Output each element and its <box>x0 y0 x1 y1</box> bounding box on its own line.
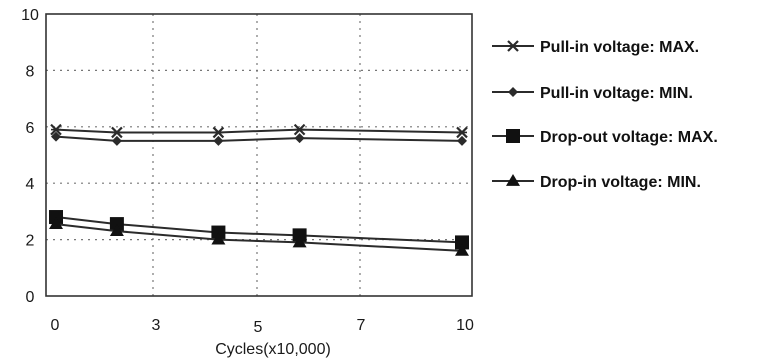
data-point <box>109 217 124 232</box>
y-tick-label: 2 <box>26 233 35 250</box>
series-layer <box>49 123 469 256</box>
y-tick-label: 8 <box>26 63 35 80</box>
data-point <box>49 210 63 225</box>
legend-item-3: Drop-out voltage: MAX. <box>492 129 718 146</box>
x-axis-label: Cycles(x10,000) <box>215 341 331 358</box>
data-point <box>292 235 307 248</box>
data-point <box>49 217 63 229</box>
data-point <box>211 225 226 240</box>
series-3 <box>49 210 469 250</box>
data-point <box>50 123 62 136</box>
legend: Pull-in voltage: MAX. Pull-in voltage: MI… <box>492 39 718 191</box>
y-tick-labels: 0 2 4 6 8 10 <box>21 7 39 306</box>
grid <box>46 14 472 296</box>
x-tick-label: 3 <box>152 317 161 334</box>
series-2 <box>51 131 467 146</box>
data-point <box>213 135 224 146</box>
legend-marker <box>508 87 518 97</box>
data-point <box>292 228 307 243</box>
data-point <box>294 133 305 144</box>
data-point <box>111 135 122 146</box>
y-tick-label: 0 <box>26 289 35 306</box>
x-tick-label: 7 <box>357 317 366 334</box>
data-point <box>293 123 306 136</box>
series-4 <box>49 217 469 256</box>
plot-frame <box>45 13 473 297</box>
data-point <box>456 126 468 139</box>
series-1 <box>50 123 468 139</box>
data-point <box>51 131 61 142</box>
legend-label: Pull-in voltage: MAX. <box>540 39 699 56</box>
x-tick-label: 10 <box>456 317 474 334</box>
data-point <box>455 235 469 250</box>
data-point <box>455 243 469 256</box>
x-tick-labels: 0 3 5 7 10 <box>51 317 474 336</box>
data-point <box>109 224 124 237</box>
legend-item-4: Drop-in voltage: MIN. <box>492 174 701 191</box>
x-tick-label: 5 <box>254 319 263 336</box>
legend-marker <box>506 174 520 186</box>
legend-label: Drop-out voltage: MAX. <box>540 129 718 146</box>
legend-item-1: Pull-in voltage: MAX. <box>492 39 699 56</box>
data-point <box>212 126 225 139</box>
data-point <box>211 232 226 245</box>
y-tick-label: 4 <box>26 176 35 193</box>
data-point <box>111 126 123 139</box>
legend-label: Pull-in voltage: MIN. <box>540 85 693 102</box>
x-tick-label: 0 <box>51 317 60 334</box>
legend-marker <box>506 129 520 143</box>
legend-label: Drop-in voltage: MIN. <box>540 174 701 191</box>
axes <box>45 13 473 297</box>
legend-marker <box>507 40 519 52</box>
legend-item-2: Pull-in voltage: MIN. <box>492 85 693 102</box>
y-tick-label: 10 <box>21 7 39 24</box>
y-tick-label: 6 <box>26 120 35 137</box>
data-point <box>457 135 467 146</box>
